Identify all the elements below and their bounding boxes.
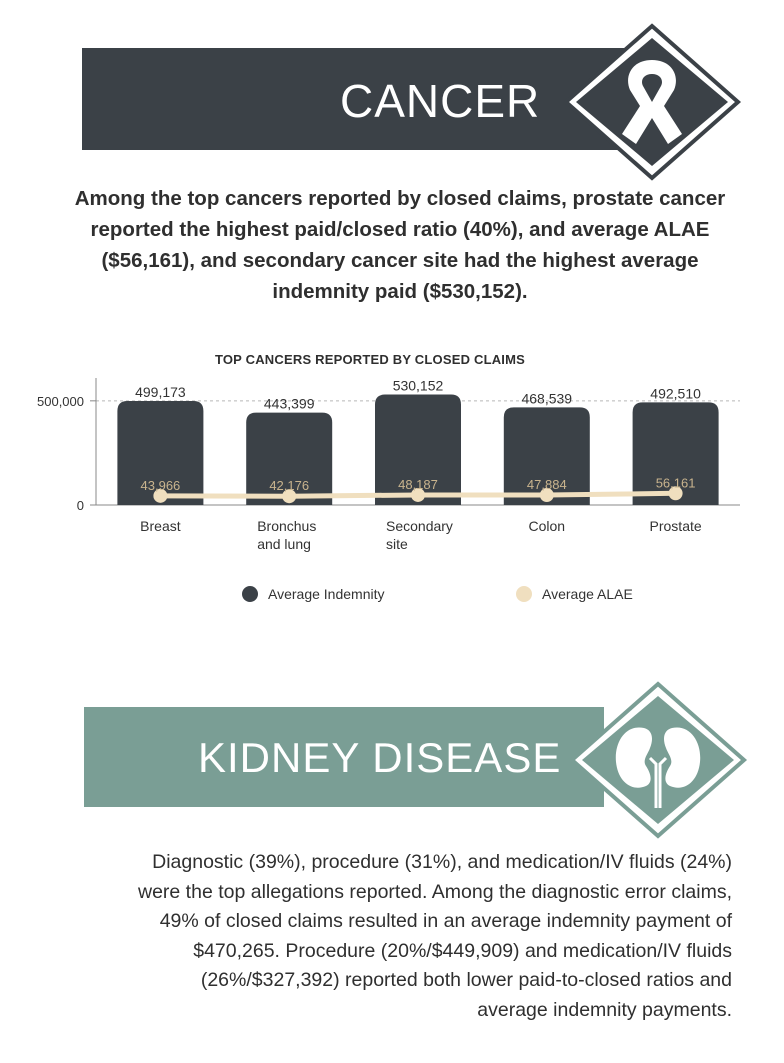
legend-item-alae: Average ALAE <box>516 584 633 604</box>
bar <box>503 407 590 505</box>
bar-value-label: 499,173 <box>135 384 186 400</box>
bar-value-label: 492,510 <box>650 385 701 401</box>
kidney-heading: KIDNEY DISEASE <box>198 734 562 781</box>
bar <box>375 394 461 505</box>
cancer-summary: Among the top cancers reported by closed… <box>50 183 750 307</box>
kidney-summary-line: 49% of closed claims resulted in an aver… <box>159 910 732 932</box>
x-category-label: Secondary <box>386 518 453 534</box>
cancer-claims-chart: 0 500,000 499,173 443,399 530,152 468,539 492,… <box>37 378 740 552</box>
chart-title: TOP CANCERS REPORTED BY CLOSED CLAIMS <box>214 352 526 367</box>
cancer-summary-line: ($56,161), and secondary cancer site had… <box>101 249 699 272</box>
cancer-diamond <box>562 23 742 181</box>
y-tick-label: 500,000 <box>37 394 84 409</box>
alae-value-label: 47,884 <box>527 477 567 492</box>
x-category-label: Breast <box>140 518 181 534</box>
cancer-summary-line: reported the highest paid/closed ratio (… <box>90 218 710 241</box>
alae-point <box>153 488 168 503</box>
legend-item-indemnity: Average Indemnity <box>242 584 384 604</box>
cancer-heading: CANCER <box>340 75 541 127</box>
alae-point <box>411 487 425 502</box>
cancer-banner <box>82 48 627 150</box>
alae-point <box>668 486 683 501</box>
alae-point <box>539 488 554 503</box>
x-category-label: Colon <box>529 518 566 534</box>
x-category-label: site <box>386 536 408 552</box>
alae-point <box>282 489 297 504</box>
legend-swatch-indemnity <box>242 586 258 602</box>
kidney-summary-line: Diagnostic (39%), procedure (31%), and m… <box>152 851 732 873</box>
bar-value-label: 468,539 <box>521 390 572 406</box>
kidney-diamond <box>568 681 748 839</box>
cancer-summary-line: Among the top cancers reported by closed… <box>74 187 726 210</box>
kidney-summary-line: (26%/$327,392) reported both lower paid-… <box>200 969 732 991</box>
bar-value-label: 530,152 <box>393 378 444 394</box>
kidney-summary-line: were the top allegations reported. Among… <box>138 880 732 903</box>
kidney-banner <box>84 707 604 807</box>
cancer-summary-line: indemnity paid ($530,152). <box>272 280 528 303</box>
legend-label-indemnity: Average Indemnity <box>268 586 385 602</box>
bar <box>632 402 719 505</box>
x-category-label: and lung <box>257 536 311 552</box>
alae-value-label: 43,966 <box>141 478 181 493</box>
alae-value-label: 48,187 <box>398 477 438 492</box>
bar <box>246 412 333 505</box>
bar <box>117 401 204 505</box>
kidney-summary-line: $470,265. Procedure (20%/$449,909) and m… <box>193 939 732 962</box>
alae-value-label: 42,176 <box>269 478 309 493</box>
legend-label-alae: Average ALAE <box>542 586 633 602</box>
x-category-label: Bronchus <box>257 518 316 534</box>
alae-value-label: 56,161 <box>656 475 696 490</box>
bar-value-label: 443,399 <box>264 396 315 412</box>
ribbon-icon <box>622 60 682 144</box>
kidney-summary-line: average indemnity payments. <box>477 998 732 1021</box>
x-category-label: Prostate <box>650 518 702 534</box>
legend-swatch-alae <box>516 586 532 602</box>
kidney-icon <box>615 727 701 808</box>
kidney-summary: Diagnostic (39%), procedure (31%), and m… <box>20 848 732 1025</box>
y-tick-label: 0 <box>77 498 84 513</box>
